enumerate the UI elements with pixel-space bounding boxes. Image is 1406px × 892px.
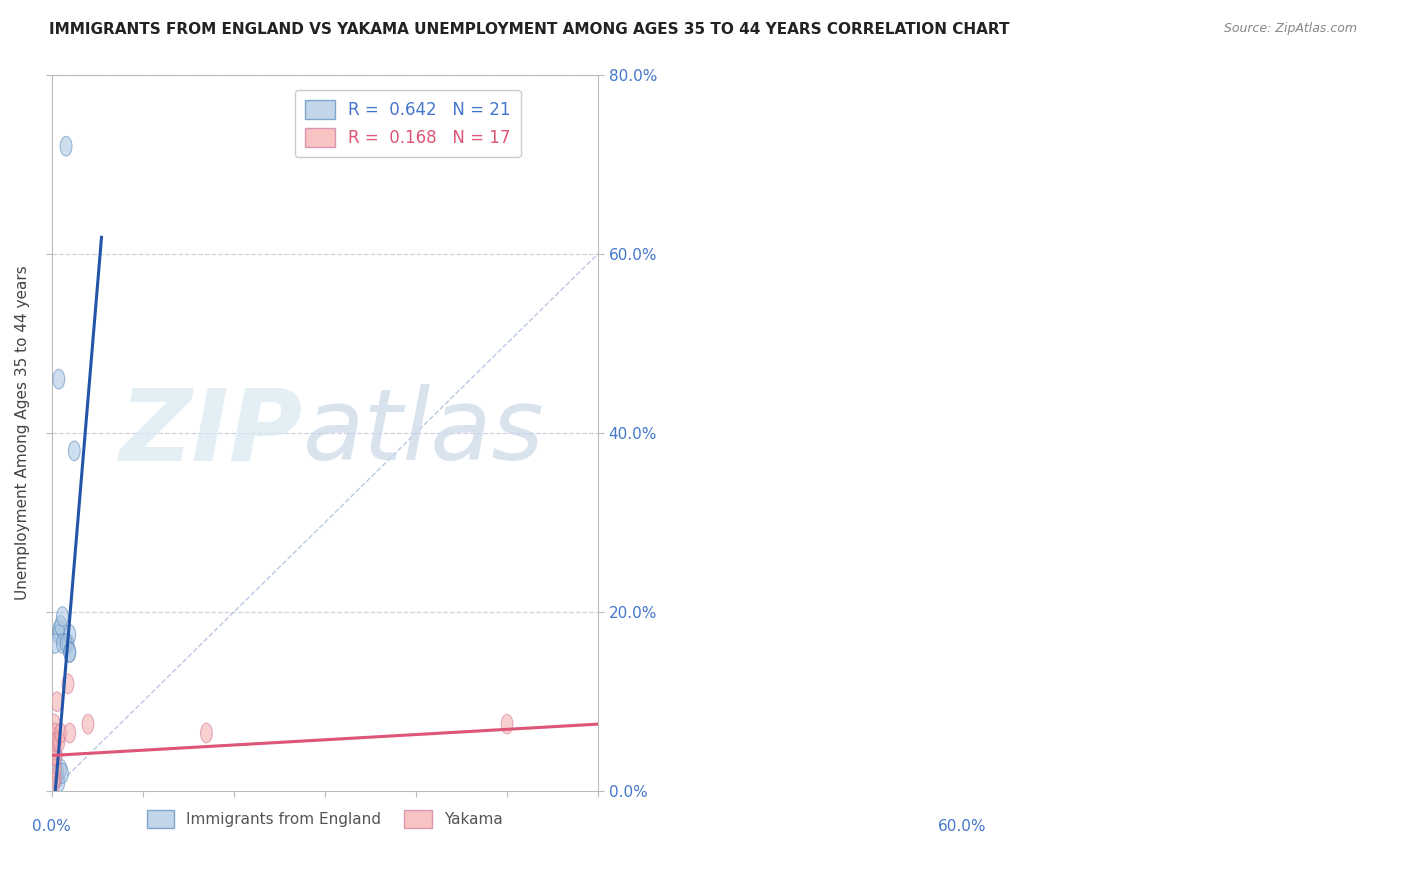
Ellipse shape (48, 728, 59, 747)
Ellipse shape (56, 607, 69, 626)
Text: ZIP: ZIP (120, 384, 302, 482)
Ellipse shape (49, 768, 60, 788)
Ellipse shape (55, 615, 66, 635)
Ellipse shape (55, 759, 66, 779)
Text: IMMIGRANTS FROM ENGLAND VS YAKAMA UNEMPLOYMENT AMONG AGES 35 TO 44 YEARS CORRELA: IMMIGRANTS FROM ENGLAND VS YAKAMA UNEMPL… (49, 22, 1010, 37)
Ellipse shape (51, 746, 62, 765)
Ellipse shape (51, 759, 63, 779)
Ellipse shape (60, 633, 72, 653)
Ellipse shape (60, 136, 72, 156)
Ellipse shape (49, 633, 60, 653)
Ellipse shape (49, 723, 60, 743)
Text: 0.0%: 0.0% (32, 819, 70, 833)
Ellipse shape (48, 746, 60, 765)
Ellipse shape (53, 772, 65, 792)
Ellipse shape (56, 633, 69, 653)
Ellipse shape (53, 369, 65, 389)
Ellipse shape (62, 633, 75, 653)
Text: 60.0%: 60.0% (938, 819, 987, 833)
Ellipse shape (501, 714, 513, 734)
Ellipse shape (55, 723, 66, 743)
Ellipse shape (69, 441, 80, 460)
Ellipse shape (51, 692, 63, 712)
Y-axis label: Unemployment Among Ages 35 to 44 years: Unemployment Among Ages 35 to 44 years (15, 266, 30, 600)
Ellipse shape (48, 714, 60, 734)
Ellipse shape (62, 674, 75, 694)
Text: Source: ZipAtlas.com: Source: ZipAtlas.com (1223, 22, 1357, 36)
Ellipse shape (53, 624, 65, 644)
Ellipse shape (49, 759, 60, 779)
Ellipse shape (63, 642, 76, 662)
Text: atlas: atlas (302, 384, 544, 482)
Ellipse shape (53, 620, 65, 640)
Ellipse shape (56, 764, 69, 783)
Ellipse shape (63, 723, 76, 743)
Ellipse shape (82, 714, 94, 734)
Ellipse shape (63, 624, 76, 644)
Ellipse shape (51, 768, 63, 788)
Ellipse shape (48, 772, 60, 792)
Ellipse shape (51, 732, 62, 752)
Ellipse shape (52, 764, 63, 783)
Ellipse shape (63, 642, 76, 662)
Ellipse shape (51, 746, 62, 765)
Legend: Immigrants from England, Yakama: Immigrants from England, Yakama (141, 804, 509, 834)
Ellipse shape (53, 732, 65, 752)
Ellipse shape (201, 723, 212, 743)
